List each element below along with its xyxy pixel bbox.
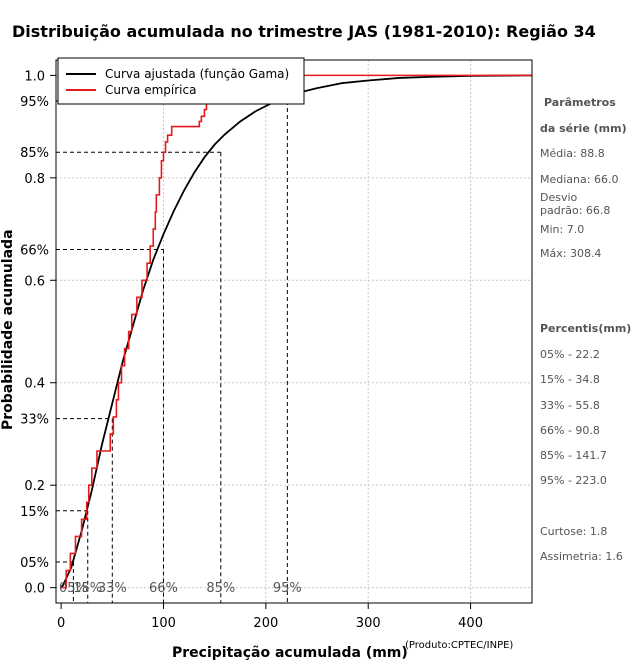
percentil-05: 05% - 22.2 bbox=[540, 348, 600, 361]
y-tick-label: 0.4 bbox=[24, 377, 45, 392]
percentile-y-label: 66% bbox=[20, 244, 49, 259]
param-desvio-line1: Desvio bbox=[540, 191, 578, 204]
legend: Curva ajustada (função Gama) Curva empíri… bbox=[57, 57, 305, 105]
percentil-85: 85% - 141.7 bbox=[540, 449, 607, 462]
legend-label: Curva ajustada (função Gama) bbox=[105, 67, 289, 81]
percentile-x-label: 33% bbox=[98, 581, 127, 596]
percentile-y-label: 15% bbox=[20, 505, 49, 520]
percentile-x-label: 85% bbox=[206, 581, 235, 596]
percentile-y-label: 33% bbox=[20, 413, 49, 428]
params-title-line1: Parâmetros bbox=[544, 96, 616, 109]
fitted-gamma-curve-line bbox=[60, 74, 533, 589]
percentil-66: 66% - 90.8 bbox=[540, 424, 600, 437]
percentile-y-label: 95% bbox=[20, 95, 49, 110]
param-max: Máx: 308.4 bbox=[540, 247, 602, 260]
params-title-line2: da série (mm) bbox=[540, 122, 627, 135]
chart-title: Distribuição acumulada no trimestre JAS … bbox=[12, 22, 596, 41]
param-media: Média: 88.8 bbox=[540, 147, 605, 160]
percentil-33: 33% - 55.8 bbox=[540, 399, 600, 412]
percentile-x-label: 66% bbox=[149, 581, 178, 596]
grid-lines bbox=[56, 60, 532, 603]
y-tick-label: 0.2 bbox=[24, 479, 45, 494]
legend-label: Curva empírica bbox=[105, 83, 196, 97]
percentile-y-label: 85% bbox=[20, 146, 49, 161]
param-desvio-line2: padrão: 66.8 bbox=[540, 204, 611, 217]
y-tick-label: 0.8 bbox=[24, 172, 45, 187]
x-tick-label: 200 bbox=[253, 616, 278, 631]
param-min: Min: 7.0 bbox=[540, 223, 585, 236]
percentile-y-label: 05% bbox=[20, 556, 49, 571]
empirical-curve-line bbox=[61, 74, 532, 589]
x-tick-label: 0 bbox=[57, 616, 65, 631]
y-tick-label: 0.0 bbox=[24, 582, 45, 597]
x-axis-label: Precipitação acumulada (mm) bbox=[172, 645, 408, 660]
axes: 0 100 200 300 4000.00.20.40.60.81.005%05%15%… bbox=[20, 69, 483, 631]
x-tick-label: 300 bbox=[356, 616, 381, 631]
param-mediana: Mediana: 66.0 bbox=[540, 173, 619, 186]
percentile-reference-lines bbox=[56, 100, 288, 603]
credit: (Produto:CPTEC/INPE) bbox=[405, 640, 514, 651]
percentile-x-label: 15% bbox=[73, 581, 102, 596]
percentil-95: 95% - 223.0 bbox=[540, 474, 607, 487]
y-tick-label: 0.6 bbox=[24, 274, 45, 289]
y-axis-label: Probabilidade acumulada bbox=[0, 229, 16, 430]
plot-frame bbox=[55, 59, 533, 604]
legend-box bbox=[57, 57, 305, 105]
x-tick-label: 100 bbox=[151, 616, 176, 631]
percentis-title: Percentis(mm) bbox=[540, 322, 632, 335]
assimetria: Assimetria: 1.6 bbox=[540, 550, 623, 563]
x-tick-label: 400 bbox=[458, 616, 483, 631]
series-layer bbox=[60, 74, 533, 589]
y-tick-label: 1.0 bbox=[24, 69, 45, 84]
percentile-x-label: 95% bbox=[273, 581, 302, 596]
percentil-15: 15% - 34.8 bbox=[540, 373, 600, 386]
percentile-x-label: 05% bbox=[59, 581, 88, 596]
curtose: Curtose: 1.8 bbox=[540, 525, 608, 538]
